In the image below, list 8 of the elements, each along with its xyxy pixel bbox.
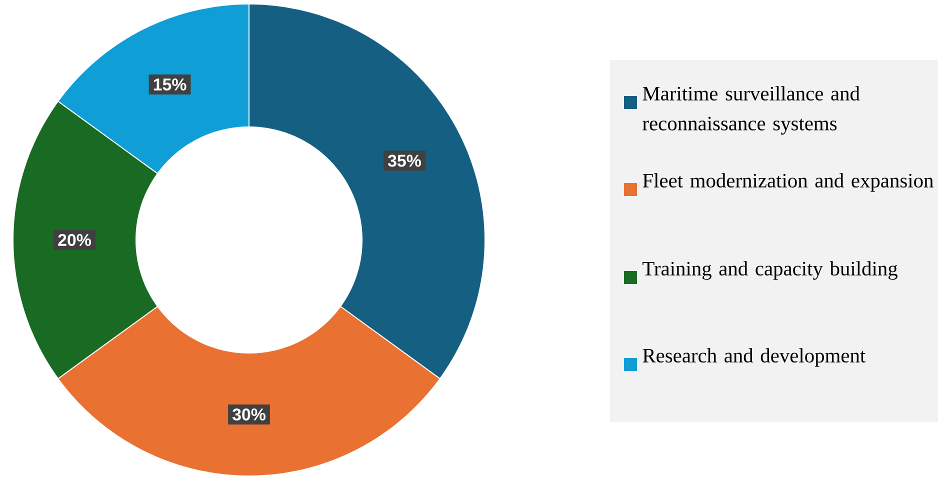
legend-label: Research and development (642, 348, 866, 367)
legend-label: Maritime surveillance and reconnaissance systems (642, 86, 860, 135)
data-label: 20% (58, 234, 92, 246)
data-label: 35% (388, 154, 421, 167)
data-label: 15% (154, 78, 186, 90)
legend-label: Fleet modernization and expansion (642, 173, 934, 192)
legend-label: Training and capacity building (642, 261, 898, 280)
data-label: 30% (232, 408, 266, 420)
